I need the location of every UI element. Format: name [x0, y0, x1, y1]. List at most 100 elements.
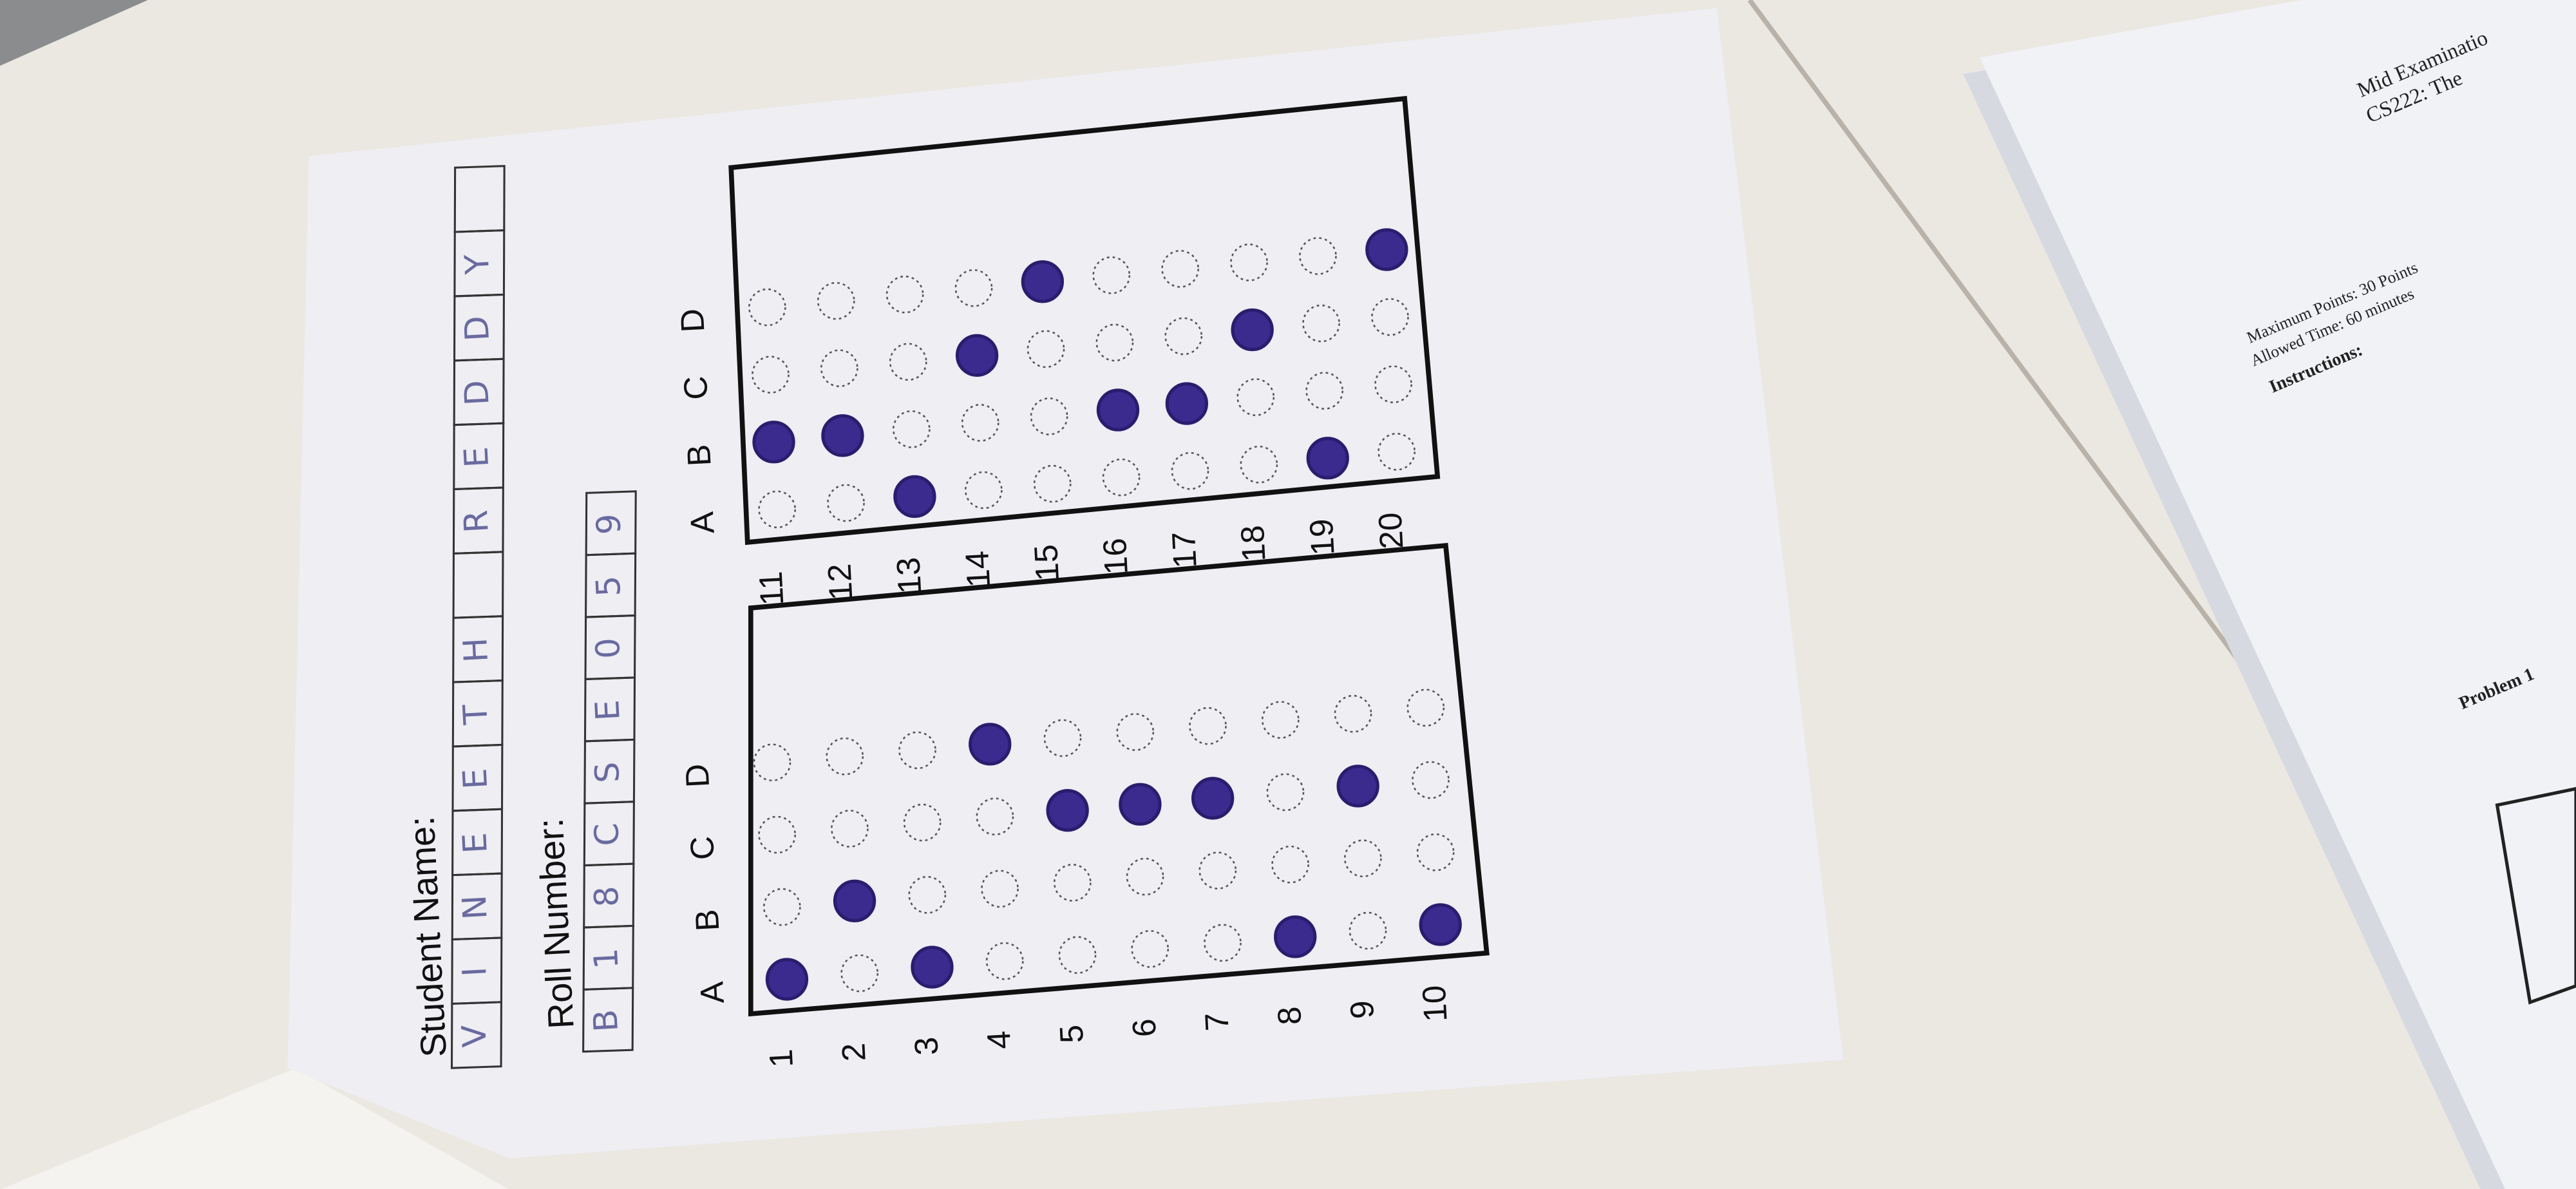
question-number: 3	[907, 1036, 945, 1056]
question-number: 9	[1343, 1000, 1381, 1020]
bubble	[1299, 237, 1337, 275]
bubble	[758, 490, 796, 529]
name-char: D	[458, 315, 497, 342]
bubble	[898, 731, 936, 770]
filled-bubble	[1096, 388, 1140, 432]
bubble	[1131, 929, 1170, 968]
question-number: 17	[1165, 531, 1204, 569]
question-number: 13	[889, 556, 928, 595]
filled-bubble	[1365, 228, 1408, 271]
bubble	[1030, 397, 1068, 435]
bubble	[1334, 694, 1372, 733]
block-box	[728, 95, 1441, 546]
filled-bubble	[893, 475, 936, 518]
filled-bubble	[1274, 915, 1317, 958]
question-number: 7	[1198, 1012, 1235, 1032]
bubble	[762, 888, 801, 926]
bubble	[1271, 845, 1309, 884]
bubble	[1058, 936, 1097, 975]
bubble	[1092, 256, 1131, 294]
option-label: B	[680, 443, 718, 467]
filled-bubble	[821, 414, 864, 457]
bubble	[1343, 839, 1382, 878]
question-number: 10	[1416, 984, 1454, 1023]
filled-bubble	[833, 879, 876, 922]
name-char: R	[457, 509, 497, 533]
filled-bubble	[1231, 308, 1274, 352]
bubble	[1416, 833, 1455, 871]
question-number: 12	[820, 563, 859, 602]
bubble	[1102, 458, 1141, 497]
question-number: 2	[835, 1042, 872, 1062]
filled-bubble	[1165, 382, 1209, 425]
option-label: D	[674, 308, 712, 334]
question-number: 1	[762, 1048, 800, 1068]
roll-char: 5	[589, 575, 629, 598]
question-paper	[1979, 0, 2576, 1189]
bubble	[758, 815, 796, 854]
name-char: H	[457, 637, 496, 663]
bubble	[981, 870, 1019, 908]
block-box	[748, 542, 1490, 1017]
question-number: 5	[1053, 1024, 1090, 1044]
filled-bubble	[1419, 903, 1462, 946]
bubble	[1189, 707, 1227, 745]
bubble	[1371, 298, 1409, 336]
bubble	[903, 803, 942, 842]
bubble	[1027, 330, 1065, 368]
question-number: 16	[1096, 537, 1135, 576]
bubble	[1406, 689, 1445, 727]
bubble	[961, 404, 999, 442]
paper-under	[1, 1068, 509, 1189]
bubble	[748, 288, 786, 327]
name-char: I	[456, 965, 495, 977]
table-corner	[0, 0, 148, 66]
roll-char: B	[587, 1009, 626, 1033]
bubble	[1378, 432, 1416, 471]
bubble	[886, 275, 924, 314]
name-char: T	[457, 703, 496, 726]
filled-bubble	[752, 421, 795, 464]
bubble	[820, 349, 858, 388]
option-label: A	[683, 511, 721, 535]
bubble	[831, 810, 869, 848]
filled-bubble	[969, 723, 1012, 766]
bubble	[1349, 911, 1387, 950]
bubble	[1095, 323, 1134, 362]
filled-bubble	[1046, 789, 1089, 832]
filled-bubble	[1306, 437, 1349, 480]
bubble	[908, 875, 947, 914]
bubble	[1230, 243, 1268, 281]
option-label: D	[678, 763, 716, 788]
question-number: 4	[980, 1030, 1018, 1050]
filled-bubble	[911, 946, 954, 989]
question-number: 14	[958, 550, 997, 589]
bubble	[827, 484, 865, 522]
bubble	[752, 356, 790, 394]
question-number: 18	[1234, 524, 1273, 563]
option-label: C	[683, 835, 721, 861]
bubble	[817, 281, 855, 320]
bubble	[1204, 924, 1242, 962]
roll-char: 8	[587, 885, 627, 908]
bubble	[1305, 372, 1343, 410]
roll-char: 0	[589, 637, 629, 660]
question-number: 6	[1125, 1018, 1162, 1038]
name-char: E	[457, 446, 497, 468]
option-label: A	[693, 981, 731, 1005]
bubble	[1261, 701, 1300, 739]
bubble	[954, 269, 993, 307]
bubble	[1171, 452, 1209, 490]
name-char: V	[455, 1023, 495, 1048]
name-char: Y	[459, 252, 498, 276]
bubble	[1126, 857, 1164, 896]
answer-box	[2495, 786, 2576, 1005]
bubble	[892, 410, 931, 448]
char-box	[585, 490, 637, 556]
name-char: N	[456, 894, 495, 920]
filled-bubble	[765, 958, 809, 1001]
bubble	[1198, 851, 1237, 889]
bubble	[840, 954, 879, 993]
bubble	[1161, 250, 1199, 288]
name-char: E	[456, 832, 495, 854]
